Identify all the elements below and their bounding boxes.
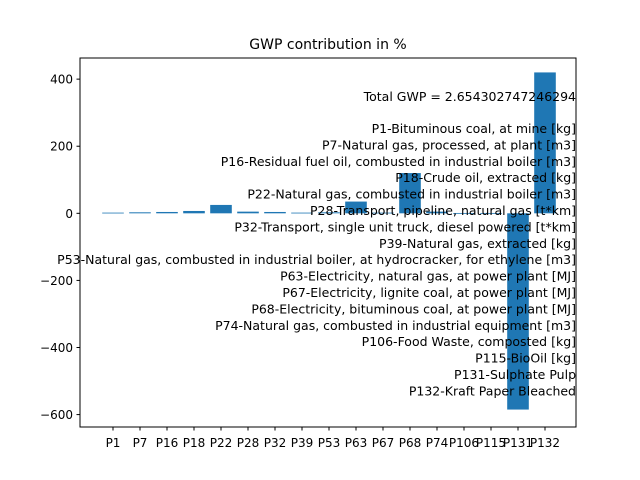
- x-tick-label-p53: P53: [318, 436, 341, 450]
- legend-entry: P115-BioOil [kg]: [475, 351, 576, 366]
- legend-entry: P32-Transport, single unit truck, diesel…: [234, 219, 576, 234]
- x-tick-label-p74: P74: [426, 436, 449, 450]
- y-tick-label: −200: [40, 274, 73, 288]
- bar-p68: [399, 173, 421, 214]
- legend-entry: P7-Natural gas, processed, at plant [m3]: [322, 137, 576, 152]
- x-tick-label-p132: P132: [530, 436, 560, 450]
- bar-p53: [318, 212, 340, 214]
- bar-p7: [129, 212, 151, 214]
- x-tick-label-p16: P16: [156, 436, 179, 450]
- x-tick-label-p131: P131: [503, 436, 533, 450]
- y-tick-label: −400: [40, 341, 73, 355]
- overlay-text-block: Total GWP = 2.654302747246294 P1-Bitumin…: [57, 89, 576, 398]
- bar-p132: [534, 72, 556, 214]
- legend-entry: P74-Natural gas, combusted in industrial…: [215, 318, 576, 333]
- bar-p131: [507, 213, 529, 410]
- x-tick-label-p63: P63: [345, 436, 368, 450]
- legend-entry: P28-Transport, pipeline, natural gas [t*…: [310, 203, 576, 218]
- x-tick-label-p32: P32: [264, 436, 287, 450]
- x-tick-label-p7: P7: [133, 436, 148, 450]
- bar-p74: [426, 211, 448, 214]
- x-tick-label-p39: P39: [291, 436, 314, 450]
- x-tick-label-p18: P18: [183, 436, 206, 450]
- legend-entry: P1-Bituminous coal, at mine [kg]: [372, 121, 576, 136]
- legend-entry: P106-Food Waste, composted [kg]: [362, 334, 576, 349]
- legend-entry: P18-Crude oil, extracted [kg]: [395, 170, 576, 185]
- legend-entry: P67-Electricity, lignite coal, at power …: [282, 285, 576, 300]
- bar-p106: [453, 212, 475, 214]
- bars-layer: [102, 72, 556, 410]
- total-gwp-annotation: Total GWP = 2.654302747246294: [363, 89, 576, 104]
- x-tick-label-p67: P67: [372, 436, 395, 450]
- x-tick-label-p115: P115: [476, 436, 506, 450]
- y-tick-label: 200: [50, 140, 73, 154]
- bar-p67: [372, 212, 394, 214]
- legend-entry: P39-Natural gas, extracted [kg]: [379, 236, 576, 251]
- plot-frame: [79, 57, 577, 428]
- legend-entry: P53-Natural gas, combusted in industrial…: [57, 252, 576, 267]
- bar-p63: [345, 201, 367, 214]
- x-tick-label-p1: P1: [106, 436, 121, 450]
- bar-p32: [264, 211, 286, 214]
- bar-p115: [480, 212, 502, 214]
- x-tick-label-p68: P68: [399, 436, 422, 450]
- axes-layer: [79, 57, 577, 428]
- legend-entry: P22-Natural gas, combusted in industrial…: [247, 187, 576, 202]
- bar-p39: [291, 212, 313, 214]
- y-axis-ticks: −600 −400 −200 0 200 400: [40, 73, 80, 422]
- legend-entry: P131-Sulphate Pulp: [454, 367, 576, 382]
- y-tick-label: 0: [65, 207, 73, 221]
- bar-p1: [102, 212, 124, 214]
- bar-p28: [237, 211, 259, 214]
- legend-entry: P16-Residual fuel oil, combusted in indu…: [221, 154, 576, 169]
- legend-entry: P63-Electricity, natural gas, at power p…: [280, 269, 576, 284]
- y-tick-label: −600: [40, 408, 73, 422]
- bar-p18: [183, 210, 205, 214]
- legend-entry: P132-Kraft Paper Bleached: [409, 383, 576, 398]
- legend-entry: P68-Electricity, bituminous coal, at pow…: [251, 301, 576, 316]
- chart-title: GWP contribution in %: [249, 37, 406, 53]
- x-tick-label-p28: P28: [237, 436, 260, 450]
- x-tick-label-p106: P106: [449, 436, 479, 450]
- x-tick-label-p22: P22: [210, 436, 233, 450]
- y-tick-label: 400: [50, 73, 73, 87]
- bar-p22: [210, 204, 232, 214]
- x-axis-ticks: P1 P7 P16 P18 P22 P28 P32 P39 P53 P63 P67 P68 P74 P10…: [106, 427, 560, 450]
- bar-p16: [156, 211, 178, 214]
